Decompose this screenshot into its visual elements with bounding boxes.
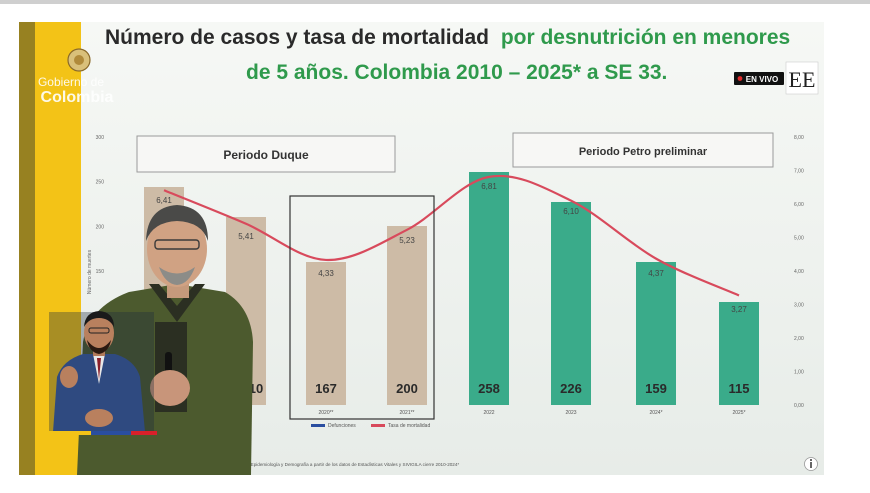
x-tick-label: 2020**	[318, 410, 333, 416]
live-badge: EN VIVO	[734, 72, 784, 85]
y2-tick-label: 3,00	[794, 303, 804, 309]
legend-swatch-tasa	[371, 424, 385, 427]
y2-tick-label: 4,00	[794, 269, 804, 275]
x-tick-label: 2025*	[732, 410, 745, 416]
bar	[387, 226, 427, 405]
svg-text:EN VIVO: EN VIVO	[746, 75, 778, 84]
period-box-petro: Periodo Petro preliminar	[512, 132, 774, 168]
bar-value-label: 10	[249, 381, 263, 396]
legend-label-tasa: Tasa de mortalidad	[388, 423, 430, 429]
x-tick-label: 2022	[483, 410, 494, 416]
x-tick-label: 2021**	[399, 410, 414, 416]
svg-text:EE: EE	[789, 67, 816, 92]
bar-value-label: 159	[645, 381, 667, 396]
bar	[551, 202, 591, 405]
bar	[719, 302, 759, 405]
rate-value-label: 5,23	[399, 236, 415, 245]
y2-tick-label: 8,00	[794, 135, 804, 141]
gov-strip-shadow	[19, 22, 35, 475]
bar-value-label: 226	[560, 381, 582, 396]
video-frame: Gobierno de Colombia Número de casos y t…	[19, 22, 824, 475]
rate-value-label: 4,37	[648, 269, 664, 278]
coat-of-arms-icon	[67, 48, 91, 72]
video-player[interactable]: Gobierno de Colombia Número de casos y t…	[19, 22, 824, 475]
rate-value-label: 4,33	[318, 269, 334, 278]
legend-label-defunciones: Defunciones	[328, 423, 356, 429]
y2-tick-label: 6,00	[794, 202, 804, 208]
bar-value-label: 258	[478, 381, 500, 396]
y-tick-label: 150	[96, 269, 105, 275]
slide-title-line1: Número de casos y tasa de mortalidad por…	[105, 26, 790, 49]
rate-value-label: 6,41	[156, 196, 172, 205]
period-label-duque: Periodo Duque	[223, 148, 309, 162]
bar	[469, 172, 509, 405]
slide-title-line2: de 5 años. Colombia 2010 – 2025* a SE 33…	[246, 61, 667, 84]
info-icon[interactable]	[804, 457, 818, 471]
rate-line	[163, 174, 740, 297]
y2-tick-label: 7,00	[794, 169, 804, 175]
legend-swatch-defunciones	[311, 424, 325, 427]
bar	[306, 262, 346, 405]
period-label-petro: Periodo Petro preliminar	[579, 146, 708, 158]
y2-tick-label: 5,00	[794, 236, 804, 242]
gov-line2: Colombia	[41, 89, 114, 106]
rate-value-label: 3,27	[731, 305, 747, 314]
y2-tick-label: 0,00	[794, 403, 804, 409]
y-tick-label: 300	[96, 135, 105, 141]
bar-value-label: 167	[315, 381, 337, 396]
title-dark: Número de casos y tasa de mortalidad	[105, 26, 489, 49]
bar-value-label: 115	[729, 381, 750, 396]
top-border	[0, 0, 870, 4]
interpreter-figure	[47, 311, 157, 435]
source-note: Fuente: Dirección de Epidemiología y Dem…	[207, 462, 459, 467]
highlight-box	[289, 195, 435, 420]
bar-value-label: 200	[396, 381, 418, 396]
period-box-duque: Periodo Duque	[136, 135, 396, 173]
y-tick-label: 250	[96, 180, 105, 186]
rate-value-label: 6,10	[563, 207, 579, 216]
rate-value-label: 5,41	[238, 232, 254, 241]
y2-tick-label: 1,00	[794, 370, 804, 376]
title-green-1: por desnutrición en menores	[501, 26, 790, 49]
x-tick-label: 2023	[565, 410, 576, 416]
y2-tick-label: 2,00	[794, 336, 804, 342]
bar	[636, 262, 676, 405]
y-tick-label: 200	[96, 224, 105, 230]
x-tick-label: 2024*	[649, 410, 662, 416]
gov-line1: Gobierno de	[38, 75, 104, 89]
ee-logo: EE	[785, 61, 819, 95]
rate-value-label: 6,81	[481, 182, 497, 191]
y-axis-label: Número de muertes	[87, 249, 93, 294]
